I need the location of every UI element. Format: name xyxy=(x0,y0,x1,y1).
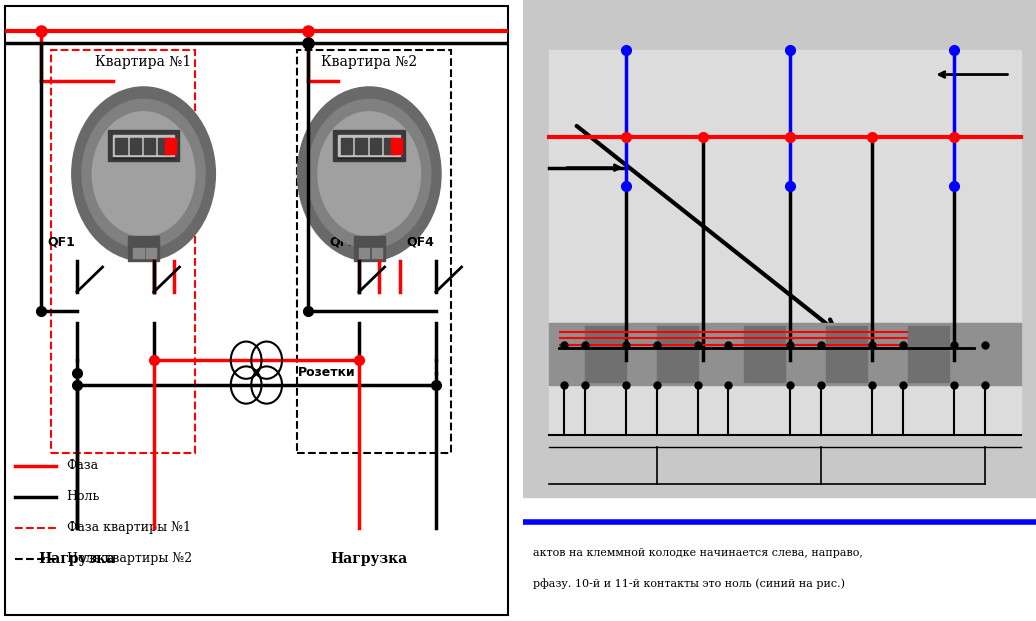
Text: Нагрузка: Нагрузка xyxy=(330,552,408,566)
Bar xyxy=(144,138,155,154)
Bar xyxy=(115,138,126,154)
Text: Нагрузка: Нагрузка xyxy=(38,552,116,566)
Bar xyxy=(130,138,141,154)
Bar xyxy=(549,323,1020,385)
Circle shape xyxy=(82,99,205,248)
Bar xyxy=(657,326,697,382)
Text: актов на клеммной колодке начинается слева, направо,: актов на клеммной колодке начинается сле… xyxy=(534,548,863,558)
Bar xyxy=(549,50,1020,435)
Circle shape xyxy=(92,112,195,236)
Bar xyxy=(523,0,1036,497)
Bar xyxy=(354,236,384,261)
Bar xyxy=(744,326,784,382)
Bar xyxy=(908,326,949,382)
Bar xyxy=(159,138,170,154)
Text: Фаза квартиры №1: Фаза квартиры №1 xyxy=(66,522,191,534)
Text: Фаза: Фаза xyxy=(66,460,98,472)
Bar xyxy=(826,326,867,382)
Bar xyxy=(391,138,402,154)
Circle shape xyxy=(297,87,441,261)
Bar xyxy=(146,248,156,258)
Bar xyxy=(134,248,144,258)
Text: QF1: QF1 xyxy=(48,235,76,248)
Text: рфазу. 10-й и 11-й контакты это ноль (синий на рис.): рфазу. 10-й и 11-й контакты это ноль (си… xyxy=(534,578,845,589)
Circle shape xyxy=(308,99,431,248)
Bar xyxy=(128,236,159,261)
Bar xyxy=(341,138,352,154)
Bar xyxy=(334,130,405,161)
Bar xyxy=(339,135,400,156)
Bar xyxy=(384,138,396,154)
Text: QF3: QF3 xyxy=(329,235,357,248)
Text: QF2: QF2 xyxy=(124,235,152,248)
Bar xyxy=(108,130,179,161)
Text: Розетки: Розетки xyxy=(297,366,355,379)
Bar xyxy=(355,138,367,154)
Text: QF4: QF4 xyxy=(406,235,434,248)
Text: Ноль квартиры №2: Ноль квартиры №2 xyxy=(66,553,192,565)
Bar xyxy=(52,50,195,453)
Text: Квартира №1: Квартира №1 xyxy=(95,55,192,69)
Bar xyxy=(165,138,176,154)
Text: Квартира №2: Квартира №2 xyxy=(321,55,418,69)
Bar xyxy=(584,326,626,382)
Circle shape xyxy=(71,87,215,261)
Text: Ноль: Ноль xyxy=(66,491,100,503)
Circle shape xyxy=(318,112,421,236)
Bar xyxy=(113,135,174,156)
Bar xyxy=(372,248,382,258)
Bar xyxy=(297,50,452,453)
Bar xyxy=(359,248,369,258)
Bar xyxy=(370,138,381,154)
